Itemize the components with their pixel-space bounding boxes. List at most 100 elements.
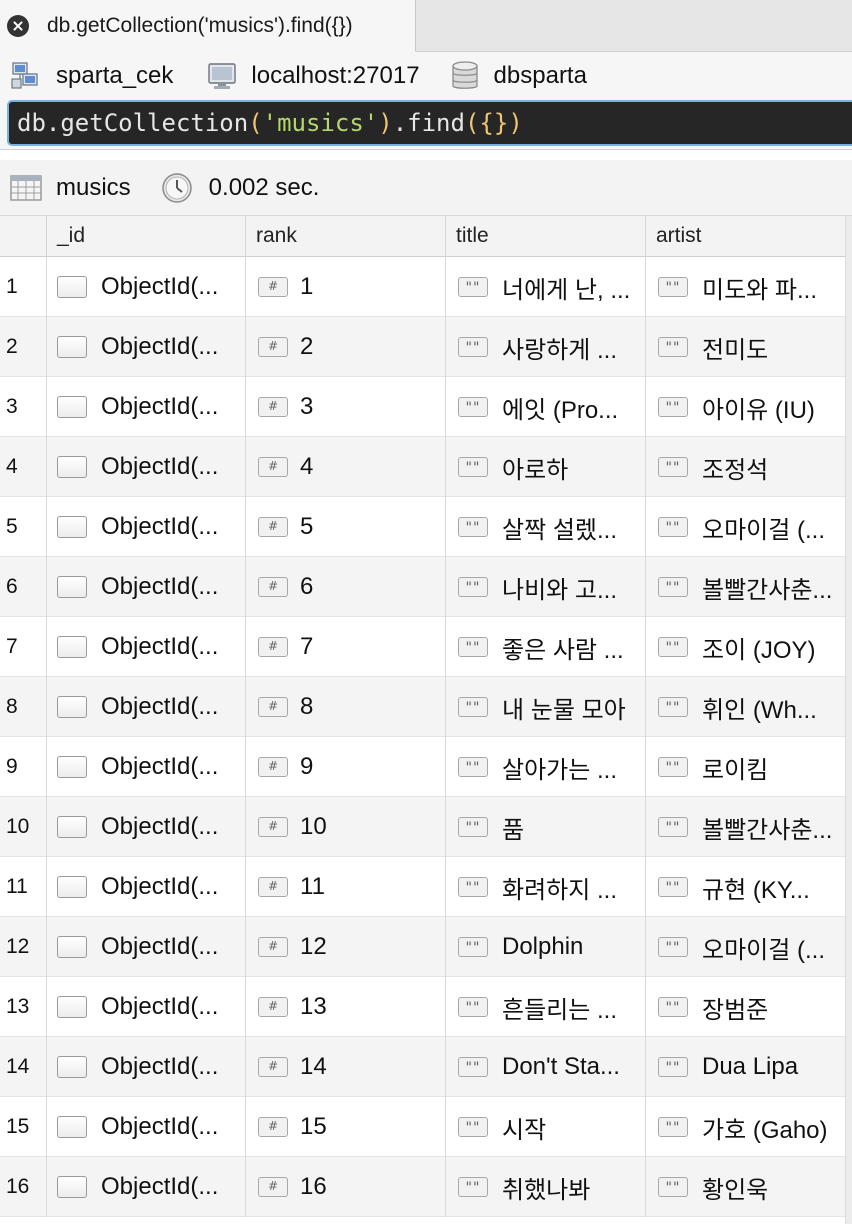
cell-title[interactable]: "" 흔들리는 ...	[445, 977, 645, 1037]
cell-artist[interactable]: "" 전미도	[645, 317, 845, 377]
vertical-scrollbar[interactable]	[845, 216, 852, 1224]
table-row[interactable]: 5 ObjectId(... #5 "" 살짝 설렜... "" 오마이걸 (...	[0, 497, 852, 557]
cell-id[interactable]: ObjectId(...	[46, 557, 245, 617]
cell-artist[interactable]: "" 볼빨간사춘...	[645, 557, 845, 617]
cell-title-value: 내 눈물 모아	[502, 696, 626, 724]
cell-artist[interactable]: "" 오마이걸 (...	[645, 497, 845, 557]
cell-rank[interactable]: #6	[245, 557, 445, 617]
cell-artist[interactable]: "" 조이 (JOY)	[645, 617, 845, 677]
cell-rank[interactable]: #10	[245, 797, 445, 857]
column-header-rank[interactable]: rank	[245, 216, 445, 257]
cell-artist[interactable]: "" 오마이걸 (...	[645, 917, 845, 977]
cell-rank[interactable]: #16	[245, 1157, 445, 1217]
table-row[interactable]: 3 ObjectId(... #3 "" 에잇 (Pro... "" 아이유 (IU)	[0, 377, 852, 437]
cell-artist[interactable]: "" 아이유 (IU)	[645, 377, 845, 437]
cell-artist[interactable]: "" 황인욱	[645, 1157, 845, 1217]
cell-title[interactable]: "" 품	[445, 797, 645, 857]
table-row[interactable]: 14 ObjectId(... #14 "" Don't Sta... "" Dua Lip…	[0, 1037, 852, 1097]
cell-id[interactable]: ObjectId(...	[46, 737, 245, 797]
cell-title[interactable]: "" 살짝 설렜...	[445, 497, 645, 557]
close-icon[interactable]	[7, 14, 29, 37]
cell-id[interactable]: ObjectId(...	[46, 797, 245, 857]
table-row[interactable]: 10 ObjectId(... #10 "" 품 "" 볼빨간사춘...	[0, 797, 852, 857]
cell-id[interactable]: ObjectId(...	[46, 1157, 245, 1217]
table-row[interactable]: 11 ObjectId(... #11 "" 화려하지 ... "" 규현 (KY...	[0, 857, 852, 917]
cell-artist[interactable]: "" 볼빨간사춘...	[645, 797, 845, 857]
cell-artist[interactable]: "" 로이킴	[645, 737, 845, 797]
cell-rank[interactable]: #9	[245, 737, 445, 797]
string-icon: ""	[458, 1177, 488, 1197]
cell-title[interactable]: "" 시작	[445, 1097, 645, 1157]
cell-title-value: 시작	[502, 1116, 547, 1144]
cell-id[interactable]: ObjectId(...	[46, 857, 245, 917]
cell-id[interactable]: ObjectId(...	[46, 677, 245, 737]
cell-id[interactable]: ObjectId(...	[46, 317, 245, 377]
table-row[interactable]: 8 ObjectId(... #8 "" 내 눈물 모아 "" 휘인 (Wh...	[0, 677, 852, 737]
cell-rank[interactable]: #4	[245, 437, 445, 497]
table-row[interactable]: 16 ObjectId(... #16 "" 취했나봐 "" 황인욱	[0, 1157, 852, 1217]
cell-rank[interactable]: #3	[245, 377, 445, 437]
cell-rank[interactable]: #13	[245, 977, 445, 1037]
cell-title[interactable]: "" 화려하지 ...	[445, 857, 645, 917]
cell-artist[interactable]: "" 가호 (Gaho)	[645, 1097, 845, 1157]
query-tab[interactable]: db.getCollection('musics').find({})	[0, 0, 416, 52]
table-row[interactable]: 15 ObjectId(... #15 "" 시작 "" 가호 (Gaho)	[0, 1097, 852, 1157]
query-editor[interactable]: db.getCollection('musics').find({})	[7, 100, 852, 146]
cell-title[interactable]: "" 살아가는 ...	[445, 737, 645, 797]
cell-rank[interactable]: #8	[245, 677, 445, 737]
cell-artist[interactable]: "" 규현 (KY...	[645, 857, 845, 917]
cell-artist[interactable]: "" Dua Lipa	[645, 1037, 845, 1097]
number-icon: #	[258, 277, 288, 297]
column-header-id[interactable]: _id	[46, 216, 245, 257]
cell-artist[interactable]: "" 장범준	[645, 977, 845, 1037]
table-row[interactable]: 7 ObjectId(... #7 "" 좋은 사람 ... "" 조이 (JOY)	[0, 617, 852, 677]
cell-rank[interactable]: #14	[245, 1037, 445, 1097]
cell-id[interactable]: ObjectId(...	[46, 497, 245, 557]
cell-title[interactable]: "" 너에게 난, ...	[445, 257, 645, 317]
cell-title[interactable]: "" 에잇 (Pro...	[445, 377, 645, 437]
host-item[interactable]: localhost:27017	[207, 61, 420, 91]
cell-id[interactable]: ObjectId(...	[46, 977, 245, 1037]
tab-title: db.getCollection('musics').find({})	[47, 13, 353, 37]
cell-title-value: 아로하	[502, 456, 569, 484]
database-item[interactable]: dbsparta	[450, 60, 587, 92]
table-row[interactable]: 12 ObjectId(... #12 "" Dolphin "" 오마이걸 (...	[0, 917, 852, 977]
cell-rank[interactable]: #15	[245, 1097, 445, 1157]
cell-rank[interactable]: #11	[245, 857, 445, 917]
cell-title[interactable]: "" 취했나봐	[445, 1157, 645, 1217]
cell-artist-value: 미도와 파...	[702, 276, 817, 304]
cell-rank[interactable]: #1	[245, 257, 445, 317]
cell-title[interactable]: "" 아로하	[445, 437, 645, 497]
cell-id[interactable]: ObjectId(...	[46, 257, 245, 317]
table-row[interactable]: 9 ObjectId(... #9 "" 살아가는 ... "" 로이킴	[0, 737, 852, 797]
column-header-title[interactable]: title	[445, 216, 645, 257]
number-icon: #	[258, 397, 288, 417]
cell-rank[interactable]: #12	[245, 917, 445, 977]
table-row[interactable]: 6 ObjectId(... #6 "" 나비와 고... "" 볼빨간사춘...	[0, 557, 852, 617]
table-row[interactable]: 2 ObjectId(... #2 "" 사랑하게 ... "" 전미도	[0, 317, 852, 377]
cell-id[interactable]: ObjectId(...	[46, 437, 245, 497]
cell-title[interactable]: "" 나비와 고...	[445, 557, 645, 617]
cell-id[interactable]: ObjectId(...	[46, 1037, 245, 1097]
table-row[interactable]: 13 ObjectId(... #13 "" 흔들리는 ... "" 장범준	[0, 977, 852, 1037]
cell-title[interactable]: "" Don't Sta...	[445, 1037, 645, 1097]
cell-title[interactable]: "" 좋은 사람 ...	[445, 617, 645, 677]
cell-id[interactable]: ObjectId(...	[46, 917, 245, 977]
connection-name-item[interactable]: sparta_cek	[10, 61, 173, 91]
cell-rank[interactable]: #2	[245, 317, 445, 377]
table-row[interactable]: 4 ObjectId(... #4 "" 아로하 "" 조정석	[0, 437, 852, 497]
cell-title[interactable]: "" 사랑하게 ...	[445, 317, 645, 377]
cell-artist[interactable]: "" 미도와 파...	[645, 257, 845, 317]
cell-title[interactable]: "" Dolphin	[445, 917, 645, 977]
table-row[interactable]: 1 ObjectId(... #1 "" 너에게 난, ... "" 미도와 파...	[0, 257, 852, 317]
cell-artist[interactable]: "" 조정석	[645, 437, 845, 497]
cell-id[interactable]: ObjectId(...	[46, 1097, 245, 1157]
column-header-artist[interactable]: artist	[645, 216, 845, 257]
cell-rank[interactable]: #5	[245, 497, 445, 557]
cell-artist[interactable]: "" 휘인 (Wh...	[645, 677, 845, 737]
cell-title[interactable]: "" 내 눈물 모아	[445, 677, 645, 737]
cell-id[interactable]: ObjectId(...	[46, 377, 245, 437]
string-icon: ""	[458, 1117, 488, 1137]
cell-id[interactable]: ObjectId(...	[46, 617, 245, 677]
cell-rank[interactable]: #7	[245, 617, 445, 677]
